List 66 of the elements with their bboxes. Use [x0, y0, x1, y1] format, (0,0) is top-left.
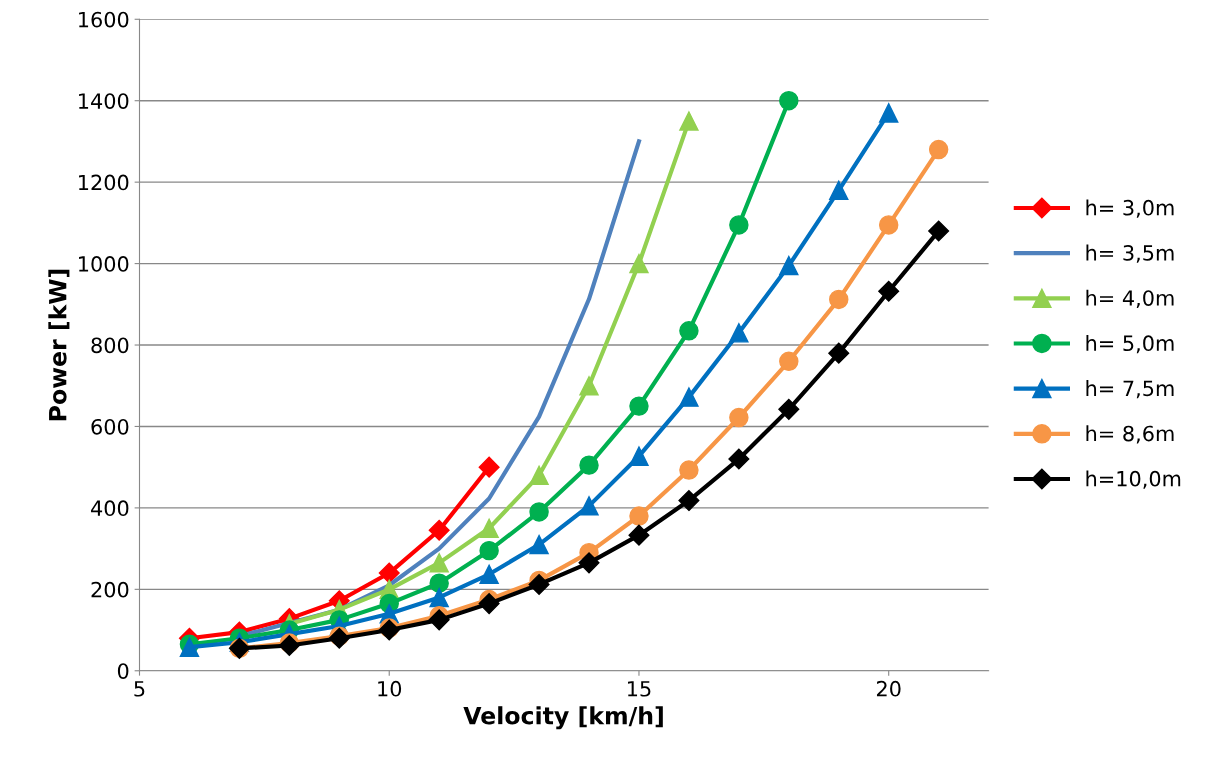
point: [829, 289, 849, 310]
y-tick-label: 200: [91, 581, 129, 598]
x-tick-label: 5: [134, 681, 145, 697]
point: [579, 496, 599, 516]
legend-label: h=10,0m: [1086, 470, 1181, 489]
point: [579, 455, 599, 475]
point: [878, 103, 899, 123]
x-axis-title: Velocity [km/h]: [463, 706, 663, 730]
x-tick-label: 20: [876, 680, 901, 697]
point: [429, 573, 449, 593]
point: [778, 398, 800, 420]
point: [579, 376, 599, 396]
point: [679, 321, 699, 341]
x-tick-label: 15: [628, 681, 651, 697]
point: [729, 407, 749, 428]
point: [479, 540, 499, 561]
point: [429, 587, 449, 608]
point: [679, 460, 699, 480]
point: [529, 502, 549, 522]
y-tick-label: 800: [91, 337, 129, 354]
point: [578, 552, 600, 574]
point: [529, 534, 549, 555]
point: [779, 255, 799, 276]
point: [678, 490, 700, 512]
point: [479, 564, 499, 584]
point: [629, 506, 649, 526]
point: [479, 518, 499, 538]
y-tick-label: 1600: [79, 11, 129, 28]
y-axis-title: Power [kW]: [48, 269, 70, 421]
point: [428, 519, 450, 541]
legend-label: h= 3,5m: [1086, 244, 1174, 263]
point: [829, 180, 849, 201]
point: [429, 553, 449, 573]
point: [779, 351, 799, 372]
point: [478, 456, 500, 478]
x-tick-label: 10: [378, 680, 402, 697]
point: [928, 139, 949, 160]
point: [928, 220, 950, 242]
point: [378, 562, 400, 584]
legend-label: h= 5,0m: [1086, 334, 1174, 354]
point: [679, 387, 699, 407]
y-tick-label: 0: [117, 663, 129, 679]
point: [878, 215, 899, 235]
legend-label: h= 4,0m: [1086, 289, 1174, 309]
y-tick-label: 1400: [79, 93, 129, 109]
legend-label: h= 8,6m: [1086, 425, 1174, 444]
point: [729, 323, 749, 343]
point: [629, 253, 649, 274]
point: [428, 609, 450, 631]
y-tick-label: 1000: [79, 256, 129, 272]
point: [828, 342, 850, 364]
y-tick-label: 600: [91, 418, 129, 435]
point: [629, 396, 649, 416]
point: [529, 465, 549, 486]
y-tick-label: 400: [91, 500, 129, 517]
point: [478, 593, 500, 615]
legend-label: h= 7,5m: [1086, 380, 1174, 399]
y-tick-label: 1200: [79, 174, 129, 191]
point: [629, 446, 649, 466]
point: [628, 524, 650, 546]
point: [728, 448, 750, 470]
point: [779, 90, 799, 111]
point: [729, 215, 749, 235]
point: [679, 111, 699, 131]
legend-label: h= 3,0m: [1086, 199, 1174, 218]
point: [878, 280, 900, 302]
